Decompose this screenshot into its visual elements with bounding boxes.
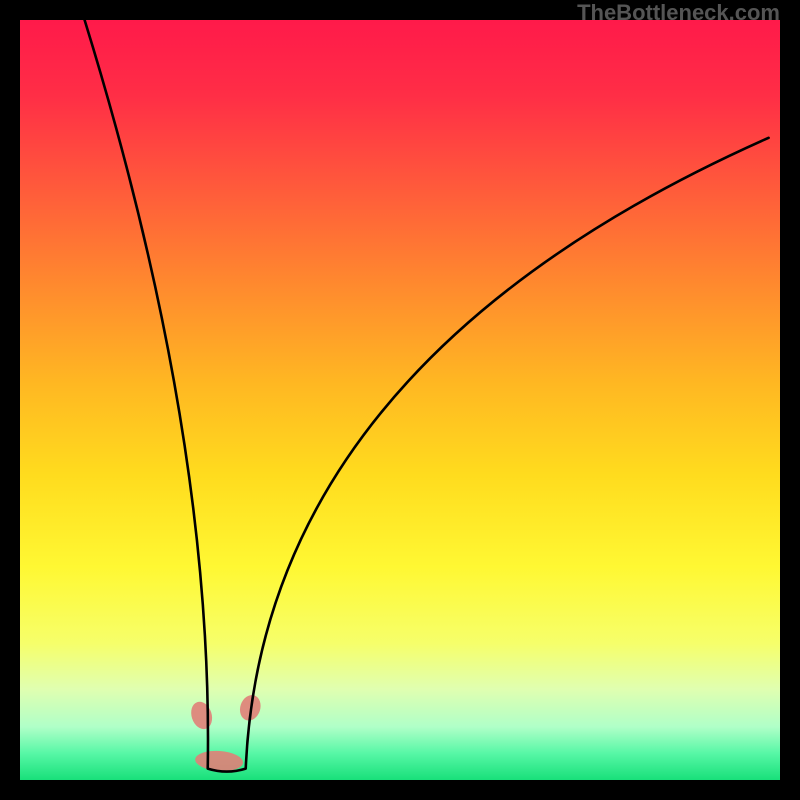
watermark-text: TheBottleneck.com bbox=[577, 0, 780, 25]
gradient-plot-area bbox=[20, 20, 780, 780]
bottleneck-chart: TheBottleneck.com bbox=[0, 0, 800, 800]
